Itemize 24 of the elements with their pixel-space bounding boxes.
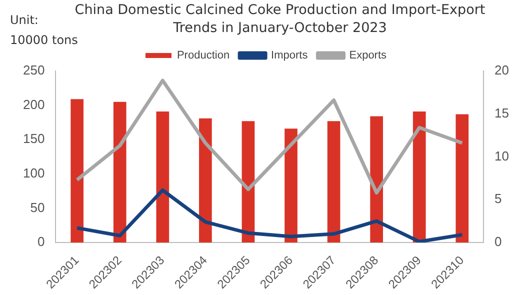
y2-tick-label: 15 xyxy=(494,105,510,120)
y-tick-label: 200 xyxy=(22,96,45,112)
y-tick-label: 250 xyxy=(22,62,45,78)
y2-tick-label: 20 xyxy=(494,62,510,78)
bar xyxy=(327,121,340,243)
y-tick-label: 0 xyxy=(37,234,45,250)
legend-label: Imports xyxy=(271,50,308,62)
bar xyxy=(70,99,84,243)
y2-tick-label: 0 xyxy=(494,234,502,250)
legend-label: Exports xyxy=(349,50,388,62)
bar xyxy=(456,114,469,243)
y2-tick-label: 5 xyxy=(494,191,502,206)
bar xyxy=(284,128,298,243)
y-tick-label: 150 xyxy=(22,131,45,146)
bar xyxy=(199,118,212,243)
legend-label: Production xyxy=(176,50,230,62)
bar xyxy=(156,111,170,243)
bar xyxy=(113,102,126,243)
bar xyxy=(370,116,383,243)
y2-tick-label: 10 xyxy=(494,148,510,164)
bar xyxy=(242,121,255,243)
y-tick-label: 100 xyxy=(22,165,45,180)
bar xyxy=(412,111,426,243)
y-tick-label: 50 xyxy=(30,200,45,215)
